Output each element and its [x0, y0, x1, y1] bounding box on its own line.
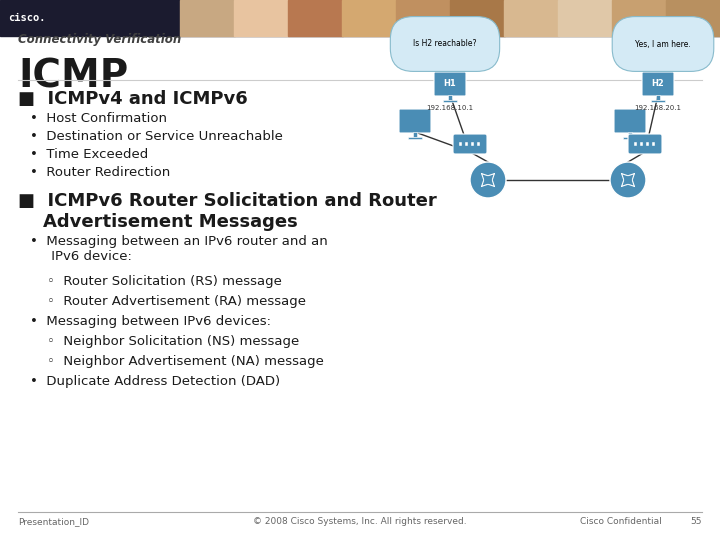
Circle shape	[470, 162, 506, 198]
Text: ■  ICMPv6 Router Solicitation and Router
    Advertisement Messages: ■ ICMPv6 Router Solicitation and Router …	[18, 192, 437, 231]
Text: •  Duplicate Address Detection (DAD): • Duplicate Address Detection (DAD)	[30, 375, 280, 388]
Bar	[234, 0, 289, 36]
FancyBboxPatch shape	[434, 72, 466, 96]
Bar	[640, 142, 643, 146]
Text: ◦  Neighbor Advertisement (NA) message: ◦ Neighbor Advertisement (NA) message	[30, 355, 324, 368]
Text: Is H2 reachable?: Is H2 reachable?	[413, 39, 477, 49]
FancyBboxPatch shape	[399, 109, 431, 133]
Text: ◦  Router Solicitation (RS) message: ◦ Router Solicitation (RS) message	[30, 275, 282, 288]
FancyBboxPatch shape	[614, 109, 646, 133]
Text: 192.168.10.1: 192.168.10.1	[426, 105, 474, 111]
Bar	[646, 142, 649, 146]
Bar	[612, 0, 667, 36]
Bar	[471, 142, 474, 146]
Text: H1: H1	[444, 79, 456, 89]
Text: ◦  Router Advertisement (RA) message: ◦ Router Advertisement (RA) message	[30, 295, 306, 308]
Text: © 2008 Cisco Systems, Inc. All rights reserved.: © 2008 Cisco Systems, Inc. All rights re…	[253, 517, 467, 526]
Bar	[651, 99, 665, 102]
Text: •  Router Redirection: • Router Redirection	[30, 166, 170, 179]
Bar	[443, 99, 457, 102]
Bar	[413, 132, 417, 137]
FancyBboxPatch shape	[453, 134, 487, 154]
Text: •  Time Exceeded: • Time Exceeded	[30, 148, 148, 161]
Bar	[288, 0, 343, 36]
Bar	[459, 142, 462, 146]
Bar	[396, 0, 451, 36]
Bar	[477, 142, 480, 146]
Bar	[0, 0, 720, 36]
Text: •  Messaging between IPv6 devices:: • Messaging between IPv6 devices:	[30, 315, 271, 328]
Text: 192.168.20.1: 192.168.20.1	[634, 105, 682, 111]
Bar	[465, 142, 468, 146]
Text: H2: H2	[652, 79, 665, 89]
Bar	[180, 0, 235, 36]
Text: •  Host Confirmation: • Host Confirmation	[30, 112, 167, 125]
Bar	[448, 95, 452, 100]
FancyBboxPatch shape	[628, 134, 662, 154]
Text: ■  ICMPv4 and ICMPv6: ■ ICMPv4 and ICMPv6	[18, 90, 248, 108]
Text: 55: 55	[690, 517, 702, 526]
FancyBboxPatch shape	[642, 72, 674, 96]
Bar	[408, 137, 422, 139]
Text: ICMP: ICMP	[18, 57, 128, 95]
Bar	[656, 95, 660, 100]
Bar	[634, 142, 637, 146]
Text: cisco.: cisco.	[8, 13, 45, 23]
Text: Presentation_ID: Presentation_ID	[18, 517, 89, 526]
Text: Connectivity Verification: Connectivity Verification	[18, 33, 181, 46]
Bar	[342, 0, 397, 36]
Bar	[623, 137, 637, 139]
Circle shape	[610, 162, 646, 198]
Bar	[504, 0, 559, 36]
Text: Cisco Confidential: Cisco Confidential	[580, 517, 662, 526]
Bar	[558, 0, 613, 36]
Text: Yes, I am here.: Yes, I am here.	[635, 39, 691, 49]
Text: •  Messaging between an IPv6 router and an
     IPv6 device:: • Messaging between an IPv6 router and a…	[30, 235, 328, 263]
Text: •  Destination or Service Unreachable: • Destination or Service Unreachable	[30, 130, 283, 143]
Bar	[652, 142, 655, 146]
Text: ◦  Neighbor Solicitation (NS) message: ◦ Neighbor Solicitation (NS) message	[30, 335, 300, 348]
Bar	[628, 132, 632, 137]
Bar	[450, 0, 505, 36]
Bar	[666, 0, 720, 36]
